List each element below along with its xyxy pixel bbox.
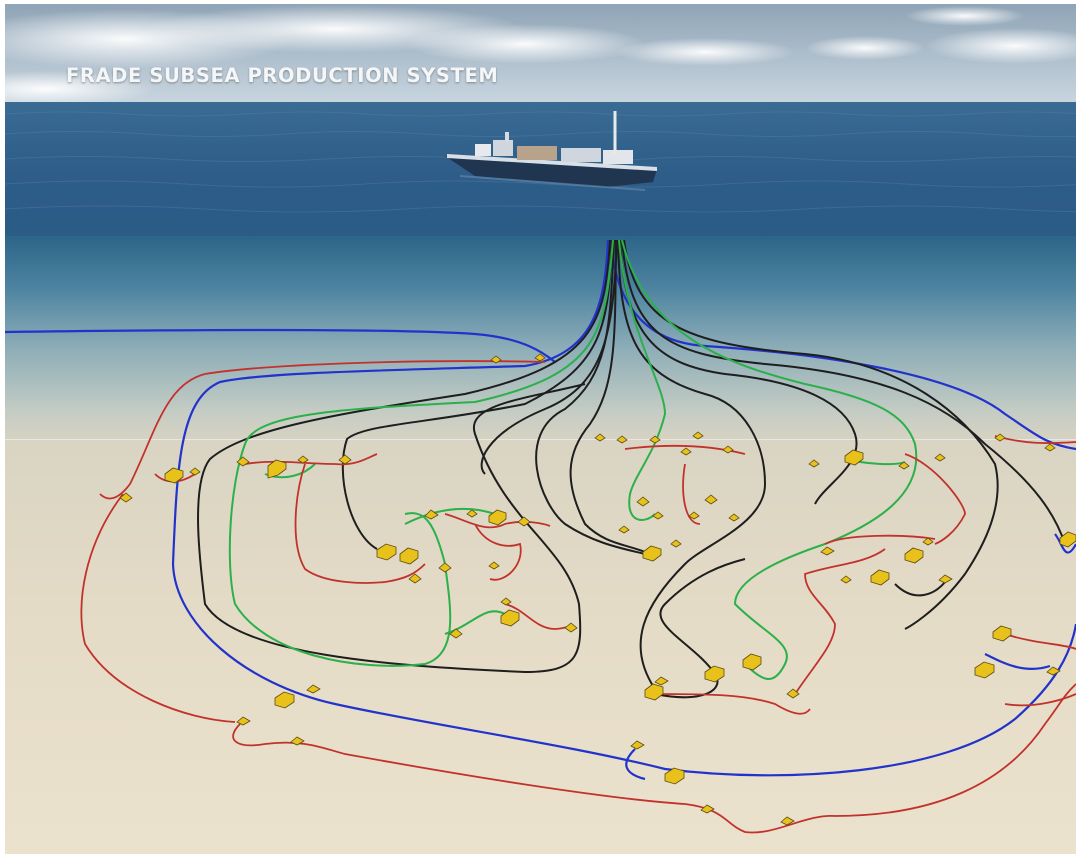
image-title: FRADE SUBSEA PRODUCTION SYSTEM — [66, 64, 499, 87]
scene-svg — [5, 4, 1076, 854]
flowlines-red — [80, 360, 1076, 834]
subsea-equipment — [119, 353, 1076, 826]
flowlines-blue — [5, 239, 1076, 781]
seabed — [5, 440, 1076, 854]
flowlines-black — [197, 239, 1066, 699]
water-column — [5, 236, 1076, 442]
fpso-vessel — [445, 111, 657, 191]
clouds — [5, 5, 1076, 107]
subsea-illustration: FRADE SUBSEA PRODUCTION SYSTEM — [5, 4, 1076, 854]
